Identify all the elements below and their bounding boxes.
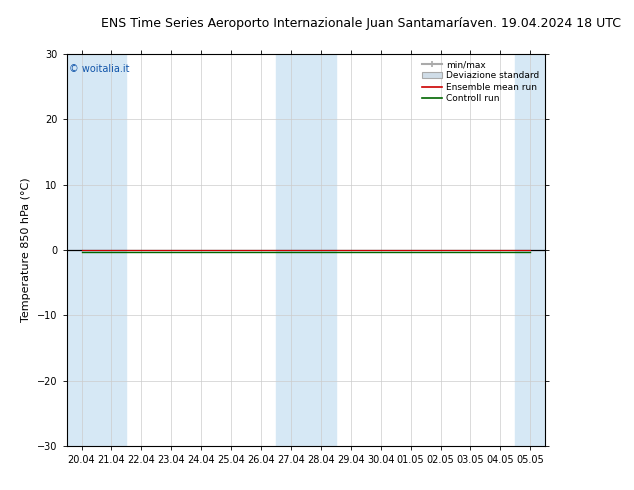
Text: © woitalia.it: © woitalia.it xyxy=(69,64,129,74)
Bar xyxy=(276,54,336,446)
Y-axis label: Temperature 850 hPa (°C): Temperature 850 hPa (°C) xyxy=(22,177,32,322)
Text: ENS Time Series Aeroporto Internazionale Juan Santamaría: ENS Time Series Aeroporto Internazionale… xyxy=(101,17,470,30)
Bar xyxy=(515,54,545,446)
Legend: min/max, Deviazione standard, Ensemble mean run, Controll run: min/max, Deviazione standard, Ensemble m… xyxy=(420,58,541,105)
Bar xyxy=(67,54,126,446)
Text: ven. 19.04.2024 18 UTC: ven. 19.04.2024 18 UTC xyxy=(470,17,621,30)
